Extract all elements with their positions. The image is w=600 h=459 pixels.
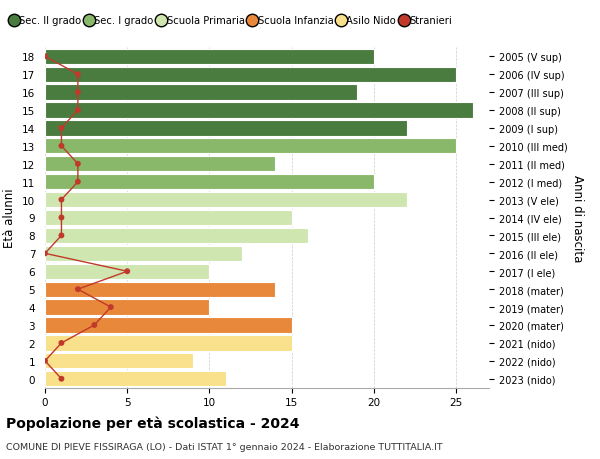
Bar bbox=[45, 50, 374, 65]
Point bbox=[73, 179, 83, 186]
Bar bbox=[45, 193, 407, 208]
Bar bbox=[45, 139, 456, 154]
Bar bbox=[45, 157, 275, 172]
Bar bbox=[45, 300, 209, 315]
Point bbox=[56, 196, 66, 204]
Bar bbox=[45, 67, 456, 83]
Point bbox=[56, 375, 66, 383]
Point bbox=[56, 125, 66, 132]
Bar bbox=[45, 371, 226, 386]
Bar bbox=[45, 336, 292, 351]
Point bbox=[56, 340, 66, 347]
Bar bbox=[45, 353, 193, 369]
Point bbox=[40, 53, 50, 61]
Point bbox=[73, 89, 83, 96]
Bar bbox=[45, 121, 407, 136]
Bar bbox=[45, 103, 473, 118]
Point bbox=[40, 250, 50, 257]
Point bbox=[73, 161, 83, 168]
Y-axis label: Anni di nascita: Anni di nascita bbox=[571, 174, 584, 262]
Point bbox=[56, 214, 66, 222]
Point bbox=[56, 143, 66, 150]
Bar bbox=[45, 85, 358, 101]
Point bbox=[122, 268, 132, 275]
Bar bbox=[45, 264, 209, 279]
Point bbox=[40, 358, 50, 365]
Point bbox=[73, 286, 83, 293]
Point bbox=[73, 71, 83, 78]
Point bbox=[56, 232, 66, 240]
Bar bbox=[45, 282, 275, 297]
Y-axis label: Età alunni: Età alunni bbox=[4, 188, 16, 248]
Point bbox=[73, 107, 83, 114]
Bar bbox=[45, 228, 308, 243]
Bar bbox=[45, 210, 292, 226]
Point bbox=[106, 304, 116, 311]
Point bbox=[89, 322, 99, 329]
Bar bbox=[45, 318, 292, 333]
Text: Popolazione per età scolastica - 2024: Popolazione per età scolastica - 2024 bbox=[6, 415, 299, 430]
Text: COMUNE DI PIEVE FISSIRAGA (LO) - Dati ISTAT 1° gennaio 2024 - Elaborazione TUTTI: COMUNE DI PIEVE FISSIRAGA (LO) - Dati IS… bbox=[6, 442, 443, 451]
Bar bbox=[45, 175, 374, 190]
Bar bbox=[45, 246, 242, 261]
Legend: Sec. II grado, Sec. I grado, Scuola Primaria, Scuola Infanzia, Asilo Nido, Stran: Sec. II grado, Sec. I grado, Scuola Prim… bbox=[7, 12, 456, 30]
